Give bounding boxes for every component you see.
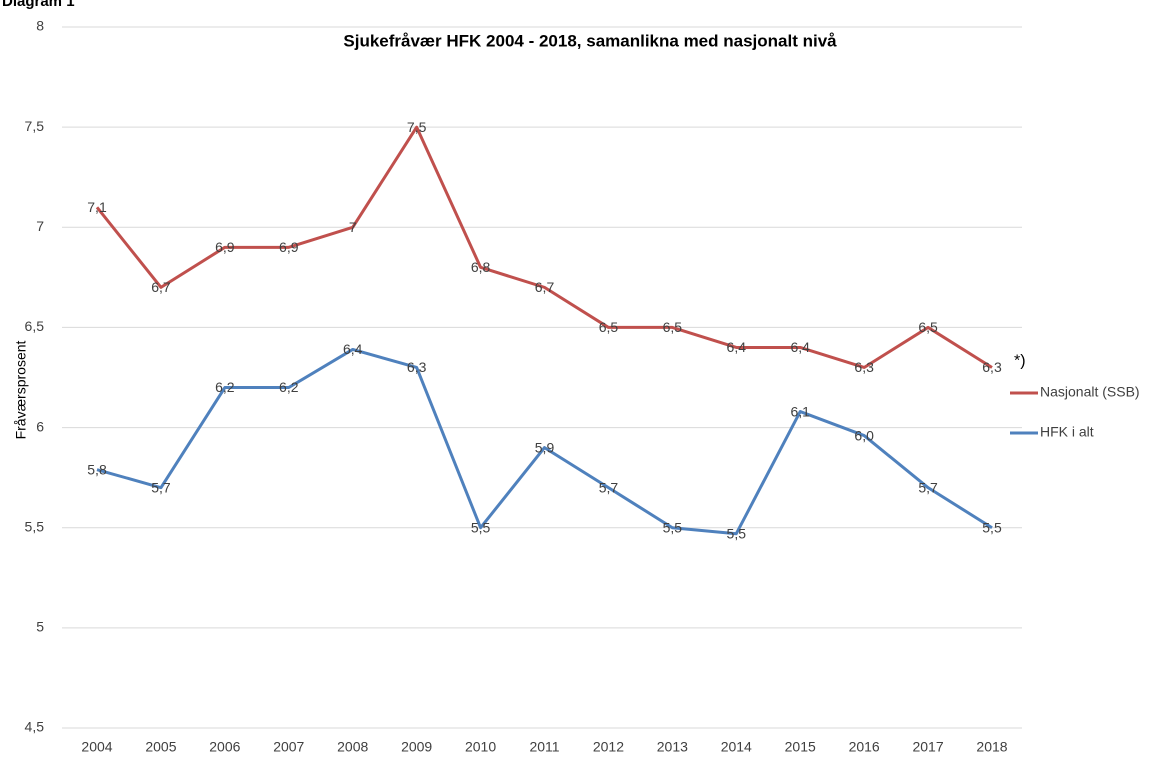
data-label: 7,5 bbox=[407, 119, 427, 135]
data-label: 5,9 bbox=[535, 439, 555, 455]
data-label: 6,7 bbox=[535, 279, 555, 295]
data-label: 6,8 bbox=[471, 259, 491, 275]
data-label: 6,4 bbox=[790, 339, 810, 355]
data-label: 6,2 bbox=[215, 379, 235, 395]
y-tick-label: 7,5 bbox=[25, 118, 45, 134]
y-tick-label: 7 bbox=[36, 218, 44, 234]
header: Diagram 1 bbox=[2, 0, 75, 10]
data-label: 5,7 bbox=[151, 479, 171, 495]
annotation: *) bbox=[1014, 353, 1026, 370]
x-tick-label: 2010 bbox=[465, 739, 496, 755]
data-label: 5,5 bbox=[982, 519, 1002, 535]
x-tick-label: 2004 bbox=[81, 739, 112, 755]
x-tick-label: 2006 bbox=[209, 739, 240, 755]
data-label: 6,5 bbox=[599, 319, 619, 335]
x-tick-label: 2018 bbox=[976, 739, 1007, 755]
x-tick-label: 2014 bbox=[721, 739, 752, 755]
data-label: 6,9 bbox=[215, 239, 235, 255]
data-label: 5,5 bbox=[663, 519, 683, 535]
data-label: 7,1 bbox=[87, 199, 107, 215]
legend-label: HFK i alt bbox=[1040, 424, 1094, 440]
x-tick-label: 2007 bbox=[273, 739, 304, 755]
data-label: 6,3 bbox=[982, 359, 1002, 375]
data-label: 6,0 bbox=[854, 427, 874, 443]
data-label: 6,3 bbox=[854, 359, 874, 375]
data-label: 5,7 bbox=[599, 479, 619, 495]
data-label: 6,4 bbox=[727, 339, 747, 355]
data-label: 7 bbox=[349, 219, 357, 235]
data-label: 6,1 bbox=[790, 403, 810, 419]
legend-label: Nasjonalt (SSB) bbox=[1040, 384, 1140, 400]
data-line bbox=[96, 347, 993, 536]
data-label: 5,5 bbox=[471, 519, 491, 535]
x-tick-label: 2017 bbox=[912, 739, 943, 755]
y-axis-label: Fråværsprosent bbox=[13, 340, 29, 439]
y-tick-label: 6,5 bbox=[25, 318, 45, 334]
data-label: 6,4 bbox=[343, 341, 363, 357]
y-tick-label: 6 bbox=[36, 418, 44, 434]
data-label: 5,8 bbox=[87, 461, 107, 477]
data-label: 6,5 bbox=[663, 319, 683, 335]
data-label: 6,3 bbox=[407, 359, 427, 375]
x-tick-label: 2012 bbox=[593, 739, 624, 755]
data-label: 5,7 bbox=[918, 479, 938, 495]
data-line bbox=[95, 125, 993, 369]
data-label: 6,7 bbox=[151, 279, 171, 295]
y-tick-label: 5 bbox=[36, 619, 44, 635]
data-label: 6,9 bbox=[279, 239, 299, 255]
y-tick-label: 4,5 bbox=[25, 719, 45, 735]
x-tick-label: 2015 bbox=[785, 739, 816, 755]
data-label: 6,2 bbox=[279, 379, 299, 395]
x-tick-label: 2011 bbox=[529, 739, 559, 755]
data-label: 6,5 bbox=[918, 319, 938, 335]
chart-title: Sjukefråvær HFK 2004 - 2018, samanlikna … bbox=[343, 31, 837, 50]
y-tick-label: 8 bbox=[36, 18, 44, 34]
y-tick-label: 5,5 bbox=[25, 518, 45, 534]
x-tick-label: 2016 bbox=[849, 739, 880, 755]
x-tick-label: 2009 bbox=[401, 739, 432, 755]
x-tick-label: 2005 bbox=[145, 739, 176, 755]
data-label: 5,5 bbox=[727, 525, 747, 541]
x-tick-label: 2013 bbox=[657, 739, 688, 755]
x-tick-label: 2008 bbox=[337, 739, 368, 755]
